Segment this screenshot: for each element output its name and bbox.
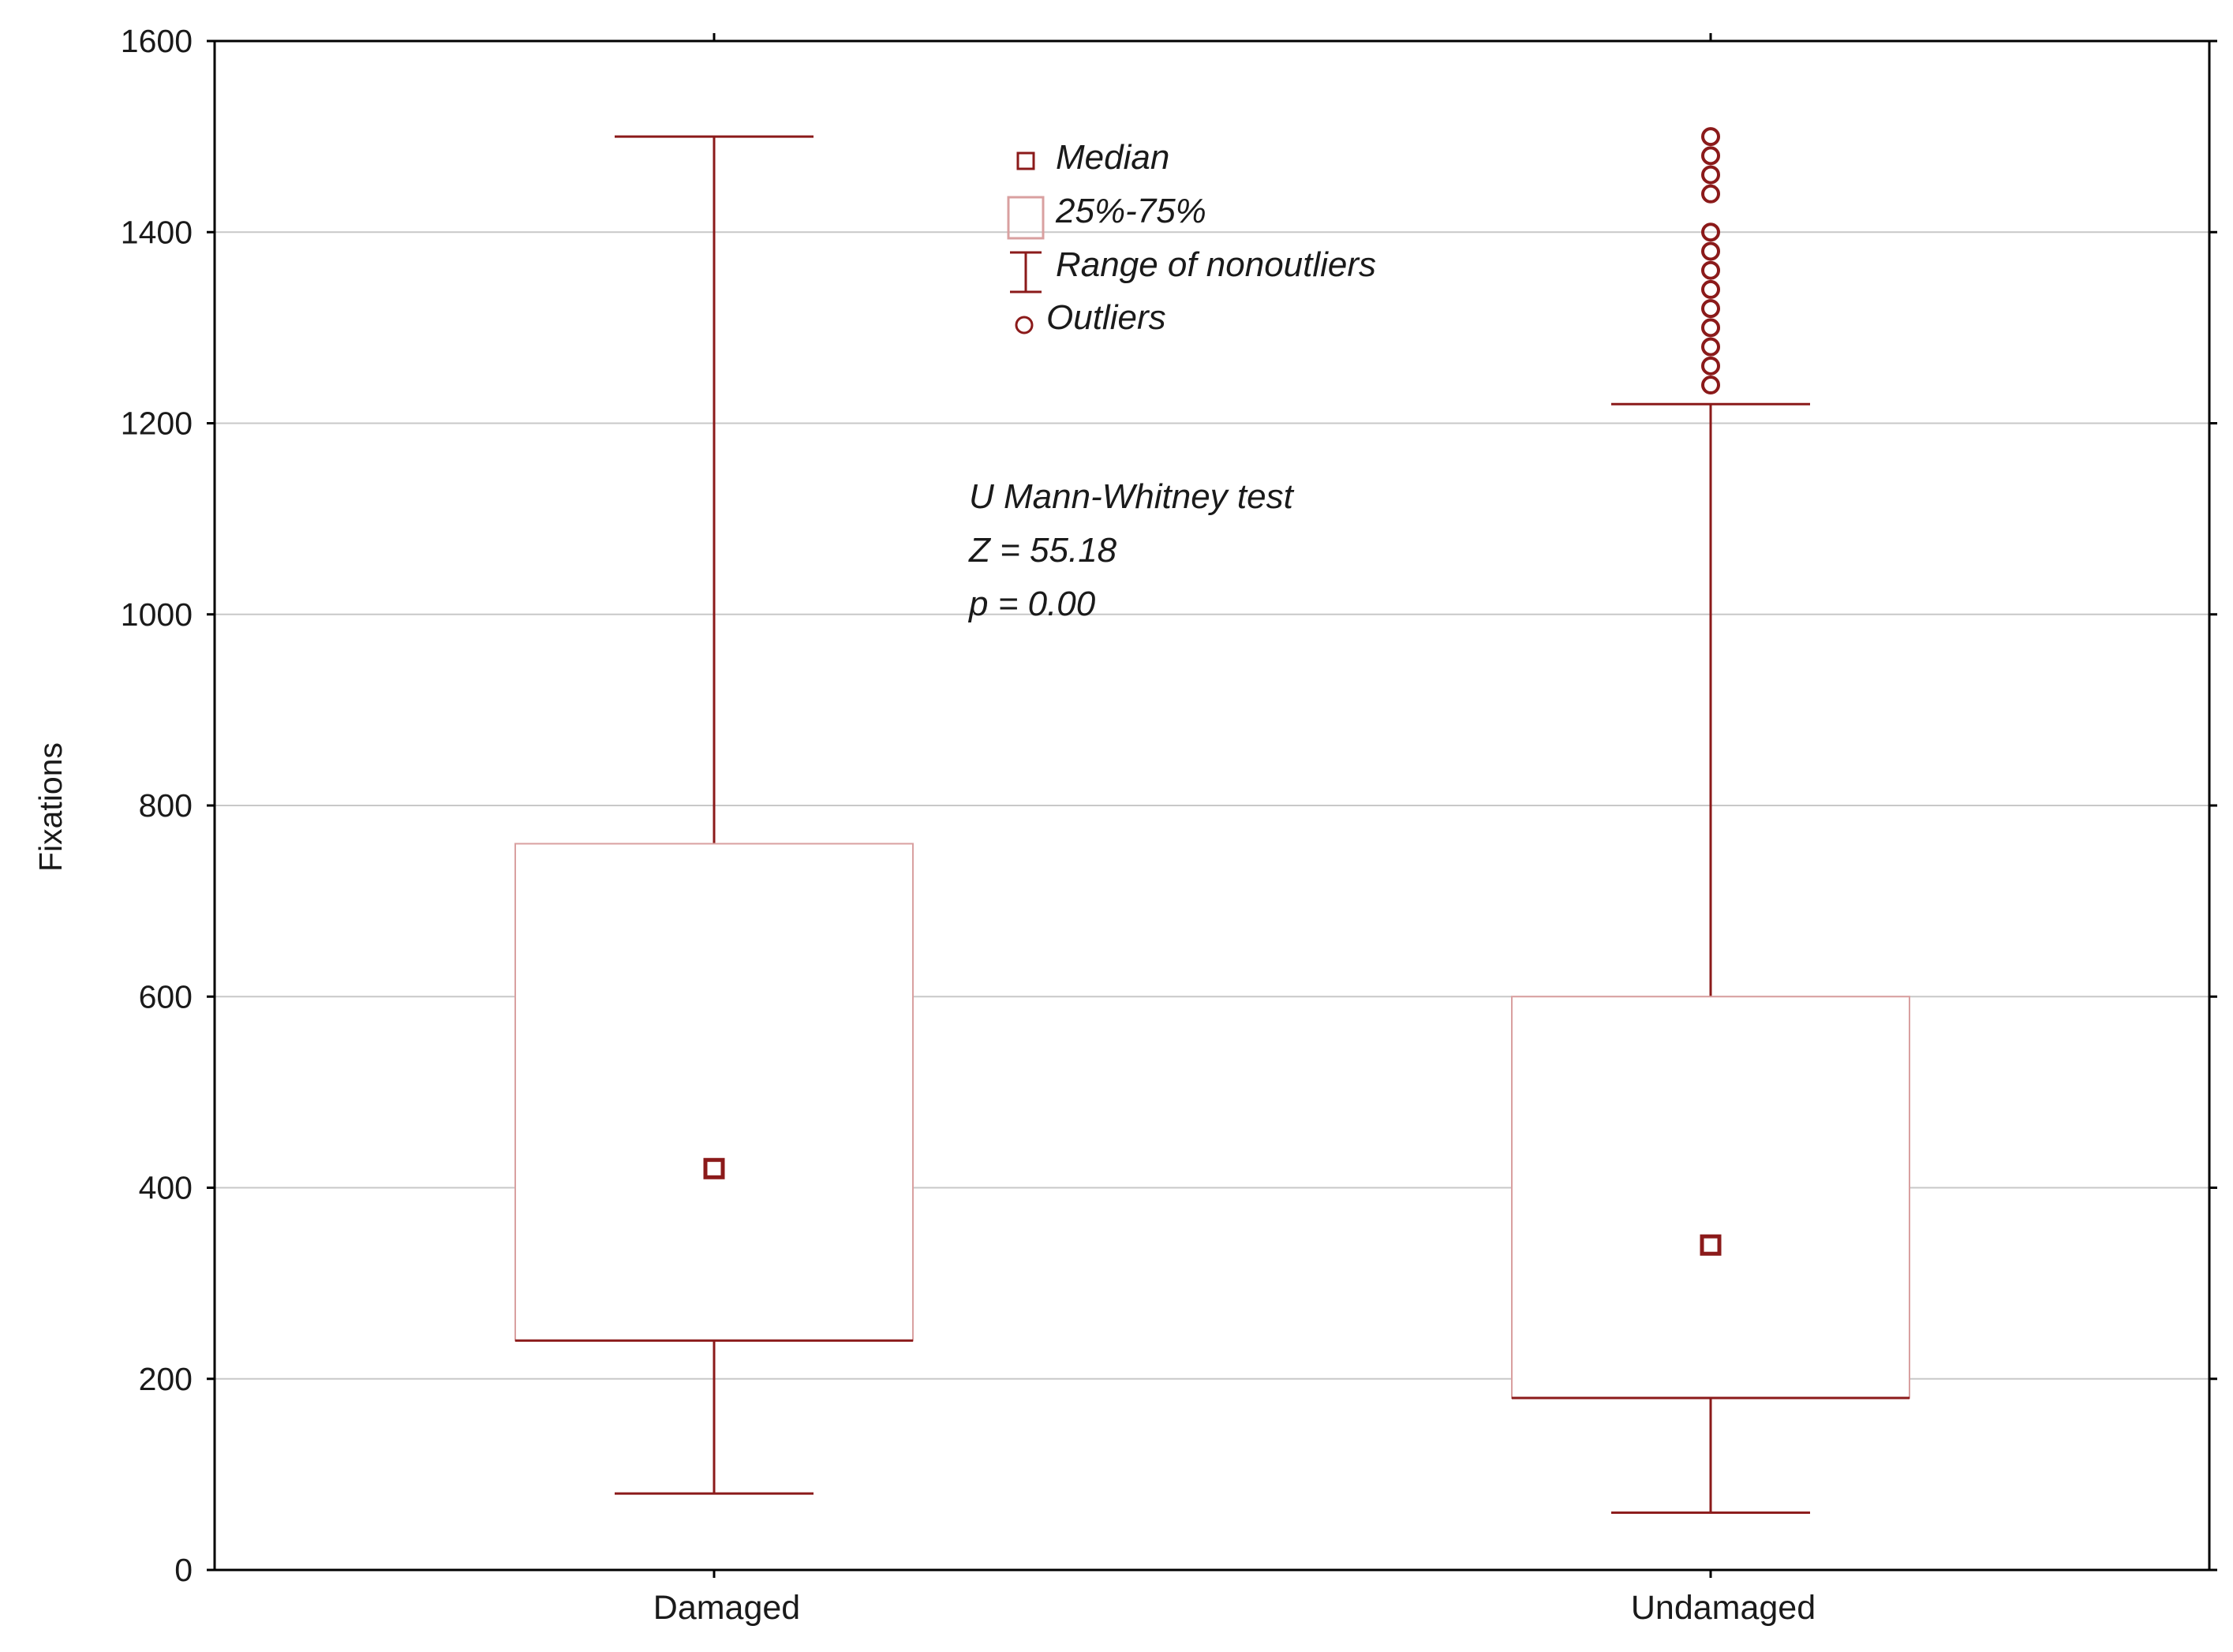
quartile-box bbox=[1511, 996, 1910, 1399]
boxes bbox=[514, 127, 1910, 1514]
plot-frame bbox=[213, 39, 2211, 1572]
legend-whisker-icon bbox=[1010, 251, 1042, 293]
statistics-annotation: U Mann-Whitney test Z = 55.18 p = 0.00 bbox=[967, 477, 1295, 623]
quartile-box bbox=[514, 843, 914, 1342]
box-damaged bbox=[514, 135, 914, 1495]
legend-outlier-icon bbox=[1015, 316, 1034, 335]
y-tick-label: 1400 bbox=[121, 214, 193, 250]
y-tick-label: 1600 bbox=[121, 23, 193, 59]
outlier-point bbox=[1701, 279, 1720, 299]
outlier-point bbox=[1701, 337, 1720, 357]
test-name: U Mann-Whitney test bbox=[969, 477, 1295, 516]
y-axis: 0 200 400 600 800 1000 1200 1400 1600 bbox=[121, 23, 2217, 1588]
legend-median-label: Median bbox=[1056, 138, 1169, 177]
median-marker bbox=[703, 1157, 725, 1179]
x-category-label: Damaged bbox=[653, 1589, 800, 1627]
y-tick-label: 800 bbox=[139, 787, 193, 824]
outlier-point bbox=[1701, 260, 1720, 280]
outlier-point bbox=[1701, 222, 1720, 242]
outlier-point bbox=[1701, 127, 1720, 147]
z-statistic: Z = 55.18 bbox=[968, 531, 1117, 570]
legend-box-icon bbox=[1007, 196, 1045, 240]
outlier-point bbox=[1701, 184, 1720, 204]
y-tick-label: 1000 bbox=[121, 596, 193, 633]
outlier-point bbox=[1701, 165, 1720, 185]
y-tick-label: 1200 bbox=[121, 406, 193, 442]
outlier-point bbox=[1701, 146, 1720, 166]
y-axis-title: Fixations bbox=[32, 742, 69, 872]
y-tick-label: 400 bbox=[139, 1170, 193, 1206]
x-axis: Damaged Undamaged bbox=[653, 33, 1816, 1627]
median-marker bbox=[1700, 1234, 1722, 1256]
y-tick-label: 600 bbox=[139, 978, 193, 1015]
outlier-point bbox=[1701, 318, 1720, 338]
outlier-point bbox=[1701, 356, 1720, 376]
y-tick-label: 200 bbox=[139, 1361, 193, 1397]
y-tick-label: 0 bbox=[174, 1552, 193, 1588]
legend-outlier-label: Outliers bbox=[1046, 298, 1166, 337]
outlier-point bbox=[1701, 241, 1720, 261]
outlier-point bbox=[1701, 376, 1720, 395]
legend-median-icon bbox=[1016, 151, 1035, 170]
x-category-label: Undamaged bbox=[1631, 1589, 1816, 1627]
outlier-point bbox=[1701, 299, 1720, 319]
legend-quartile-label: 25%-75% bbox=[1055, 192, 1206, 230]
p-value: p = 0.00 bbox=[967, 585, 1096, 623]
legend: Median 25%-75% Range of nonoutliers Outl… bbox=[1007, 138, 1376, 337]
legend-range-label: Range of nonoutliers bbox=[1056, 245, 1376, 284]
box-undamaged bbox=[1511, 127, 1910, 1514]
